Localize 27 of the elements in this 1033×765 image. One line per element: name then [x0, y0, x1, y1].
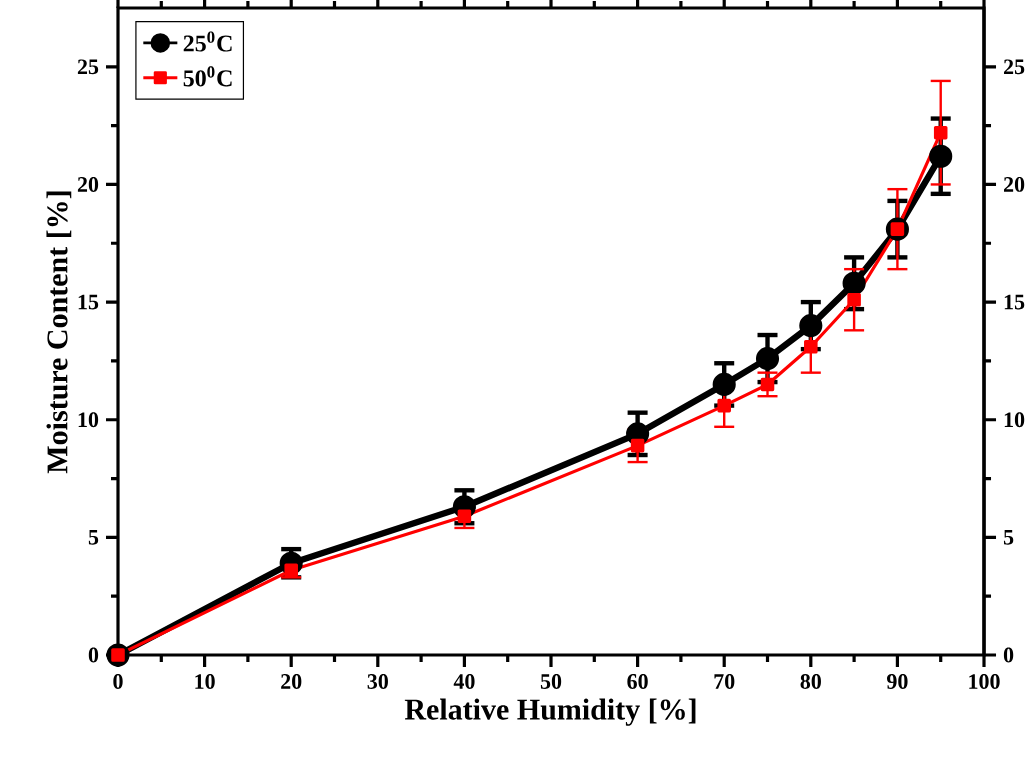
y2-tick-label: 25 — [1004, 59, 1025, 75]
y2-tick-label: 0 — [1003, 647, 1014, 663]
x-axis-title: Relative Humidity [%] — [404, 698, 696, 726]
y2-tick-label: 20 — [1004, 177, 1025, 192]
y2-tick-label: 15 — [1004, 294, 1025, 310]
y-tick-label: 25 — [77, 59, 99, 75]
y-tick-label: 0 — [88, 647, 99, 663]
x-tick-label: 60 — [627, 674, 648, 689]
x-tick-label: 70 — [714, 674, 735, 689]
y-axis-title: Moisture Content [%] — [46, 191, 72, 474]
y2-tick-label: 10 — [1004, 412, 1025, 428]
x-tick-label: 20 — [281, 674, 302, 689]
y-tick-label: 20 — [77, 177, 99, 192]
legend-label: 25$^{0}$C — [183, 31, 232, 52]
x-tick-label: 100 — [969, 674, 1000, 689]
y2-tick-label: 5 — [1003, 530, 1014, 545]
y-tick-label: 10 — [78, 412, 99, 428]
x-tick-label: 0 — [113, 674, 123, 689]
legend-label: 50$^{0}$C — [183, 66, 232, 87]
x-tick-label: 80 — [800, 674, 821, 689]
x-tick-label: 40 — [453, 674, 475, 689]
x-tick-label: 90 — [887, 674, 908, 689]
x-tick-label: 30 — [367, 674, 388, 689]
x-tick-label: 10 — [195, 674, 215, 689]
y-tick-label: 15 — [78, 294, 99, 310]
y-tick-label: 5 — [88, 530, 99, 545]
x-tick-label: 50 — [540, 674, 562, 689]
